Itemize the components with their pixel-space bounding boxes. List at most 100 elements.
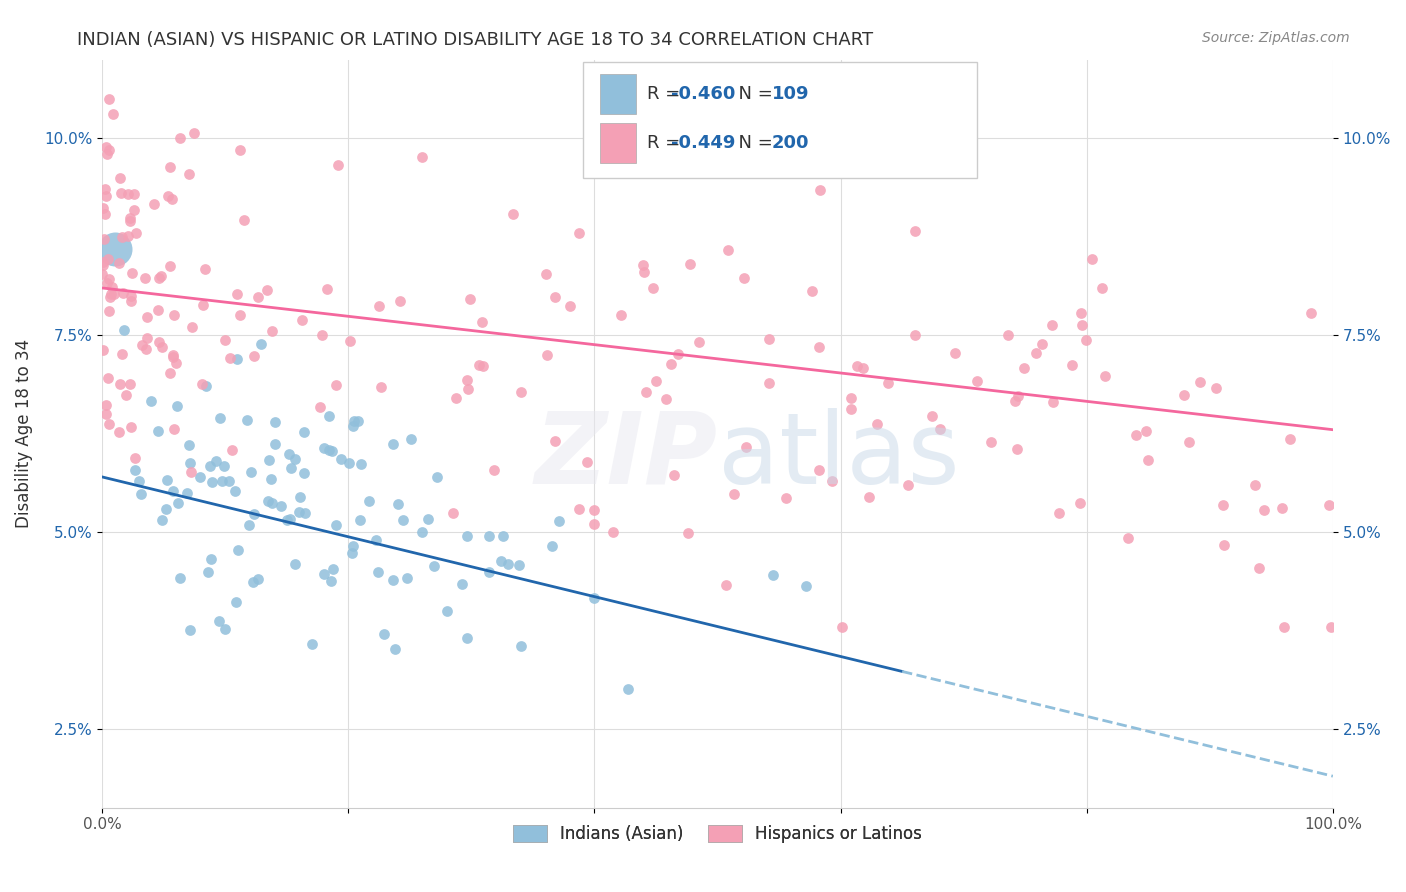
- Point: [1005, 442, 1028, 457]
- Point: [200, 458, 222, 473]
- Point: [318, 443, 340, 458]
- Point: [382, 573, 405, 587]
- Point: [510, 639, 533, 653]
- Point: [179, 624, 201, 638]
- Text: INDIAN (ASIAN) VS HISPANIC OR LATINO DISABILITY AGE 18 TO 34 CORRELATION CHART: INDIAN (ASIAN) VS HISPANIC OR LATINO DIS…: [77, 31, 873, 49]
- Point: [631, 258, 654, 272]
- Point: [195, 379, 218, 393]
- Point: [108, 171, 131, 186]
- Text: -0.460: -0.460: [671, 85, 735, 103]
- Point: [97, 371, 120, 385]
- Point: [97, 252, 120, 266]
- Point: [321, 574, 343, 589]
- Point: [1047, 506, 1070, 520]
- Point: [97, 417, 120, 432]
- Point: [1042, 394, 1064, 409]
- Point: [633, 265, 655, 279]
- Text: R =: R =: [647, 134, 686, 152]
- Point: [1040, 318, 1063, 333]
- Text: 200: 200: [772, 134, 810, 152]
- Point: [534, 268, 557, 282]
- Point: [284, 451, 307, 466]
- Point: [1007, 389, 1029, 403]
- Point: [117, 228, 139, 243]
- Point: [411, 524, 433, 539]
- Point: [831, 619, 853, 633]
- Point: [162, 348, 184, 362]
- Point: [243, 349, 266, 363]
- Point: [478, 529, 501, 543]
- Point: [364, 533, 387, 548]
- Point: [98, 143, 121, 157]
- Point: [659, 357, 682, 371]
- Point: [343, 414, 366, 428]
- Point: [502, 207, 524, 221]
- Point: [165, 356, 187, 370]
- Point: [852, 360, 875, 375]
- Point: [214, 622, 236, 636]
- Point: [93, 206, 115, 220]
- Point: [287, 505, 309, 519]
- Point: [219, 351, 242, 366]
- Point: [122, 203, 145, 218]
- Point: [134, 271, 156, 285]
- Point: [160, 192, 183, 206]
- Point: [120, 211, 142, 225]
- Point: [441, 506, 464, 520]
- Point: [226, 543, 249, 558]
- Point: [242, 575, 264, 590]
- Point: [846, 359, 869, 373]
- Text: N =: N =: [727, 85, 779, 103]
- Point: [183, 126, 205, 140]
- Point: [839, 391, 862, 405]
- Point: [103, 242, 125, 256]
- Point: [866, 417, 889, 431]
- Point: [1004, 393, 1026, 408]
- Point: [541, 539, 564, 553]
- Point: [148, 271, 170, 285]
- Point: [96, 399, 118, 413]
- Point: [489, 554, 512, 568]
- Point: [291, 313, 314, 327]
- Point: [1205, 381, 1227, 395]
- Point: [775, 491, 797, 505]
- Point: [270, 499, 292, 513]
- Point: [120, 420, 142, 434]
- Point: [120, 377, 142, 392]
- Point: [194, 262, 217, 277]
- Point: [259, 453, 281, 467]
- Point: [97, 272, 120, 286]
- Point: [451, 577, 474, 591]
- Point: [278, 512, 301, 526]
- Point: [1188, 375, 1211, 389]
- Point: [233, 213, 256, 227]
- Point: [290, 490, 312, 504]
- Point: [162, 484, 184, 499]
- Point: [548, 514, 571, 528]
- Point: [1074, 333, 1097, 347]
- Point: [1247, 561, 1270, 575]
- Point: [367, 565, 389, 579]
- Point: [197, 565, 219, 579]
- Point: [128, 474, 150, 488]
- Point: [330, 452, 353, 467]
- Point: [582, 503, 605, 517]
- Point: [163, 422, 186, 436]
- Point: [111, 347, 134, 361]
- Point: [478, 565, 501, 579]
- Point: [758, 376, 780, 390]
- Point: [396, 571, 419, 585]
- Point: [382, 437, 405, 451]
- Point: [112, 322, 135, 336]
- Point: [108, 255, 131, 269]
- Point: [762, 568, 785, 582]
- Point: [426, 470, 449, 484]
- Point: [177, 438, 200, 452]
- Point: [214, 333, 236, 347]
- Point: [148, 303, 170, 318]
- Text: R =: R =: [647, 85, 686, 103]
- Point: [236, 413, 259, 427]
- Text: ZIP: ZIP: [534, 408, 717, 505]
- Point: [91, 255, 114, 269]
- Point: [602, 525, 624, 540]
